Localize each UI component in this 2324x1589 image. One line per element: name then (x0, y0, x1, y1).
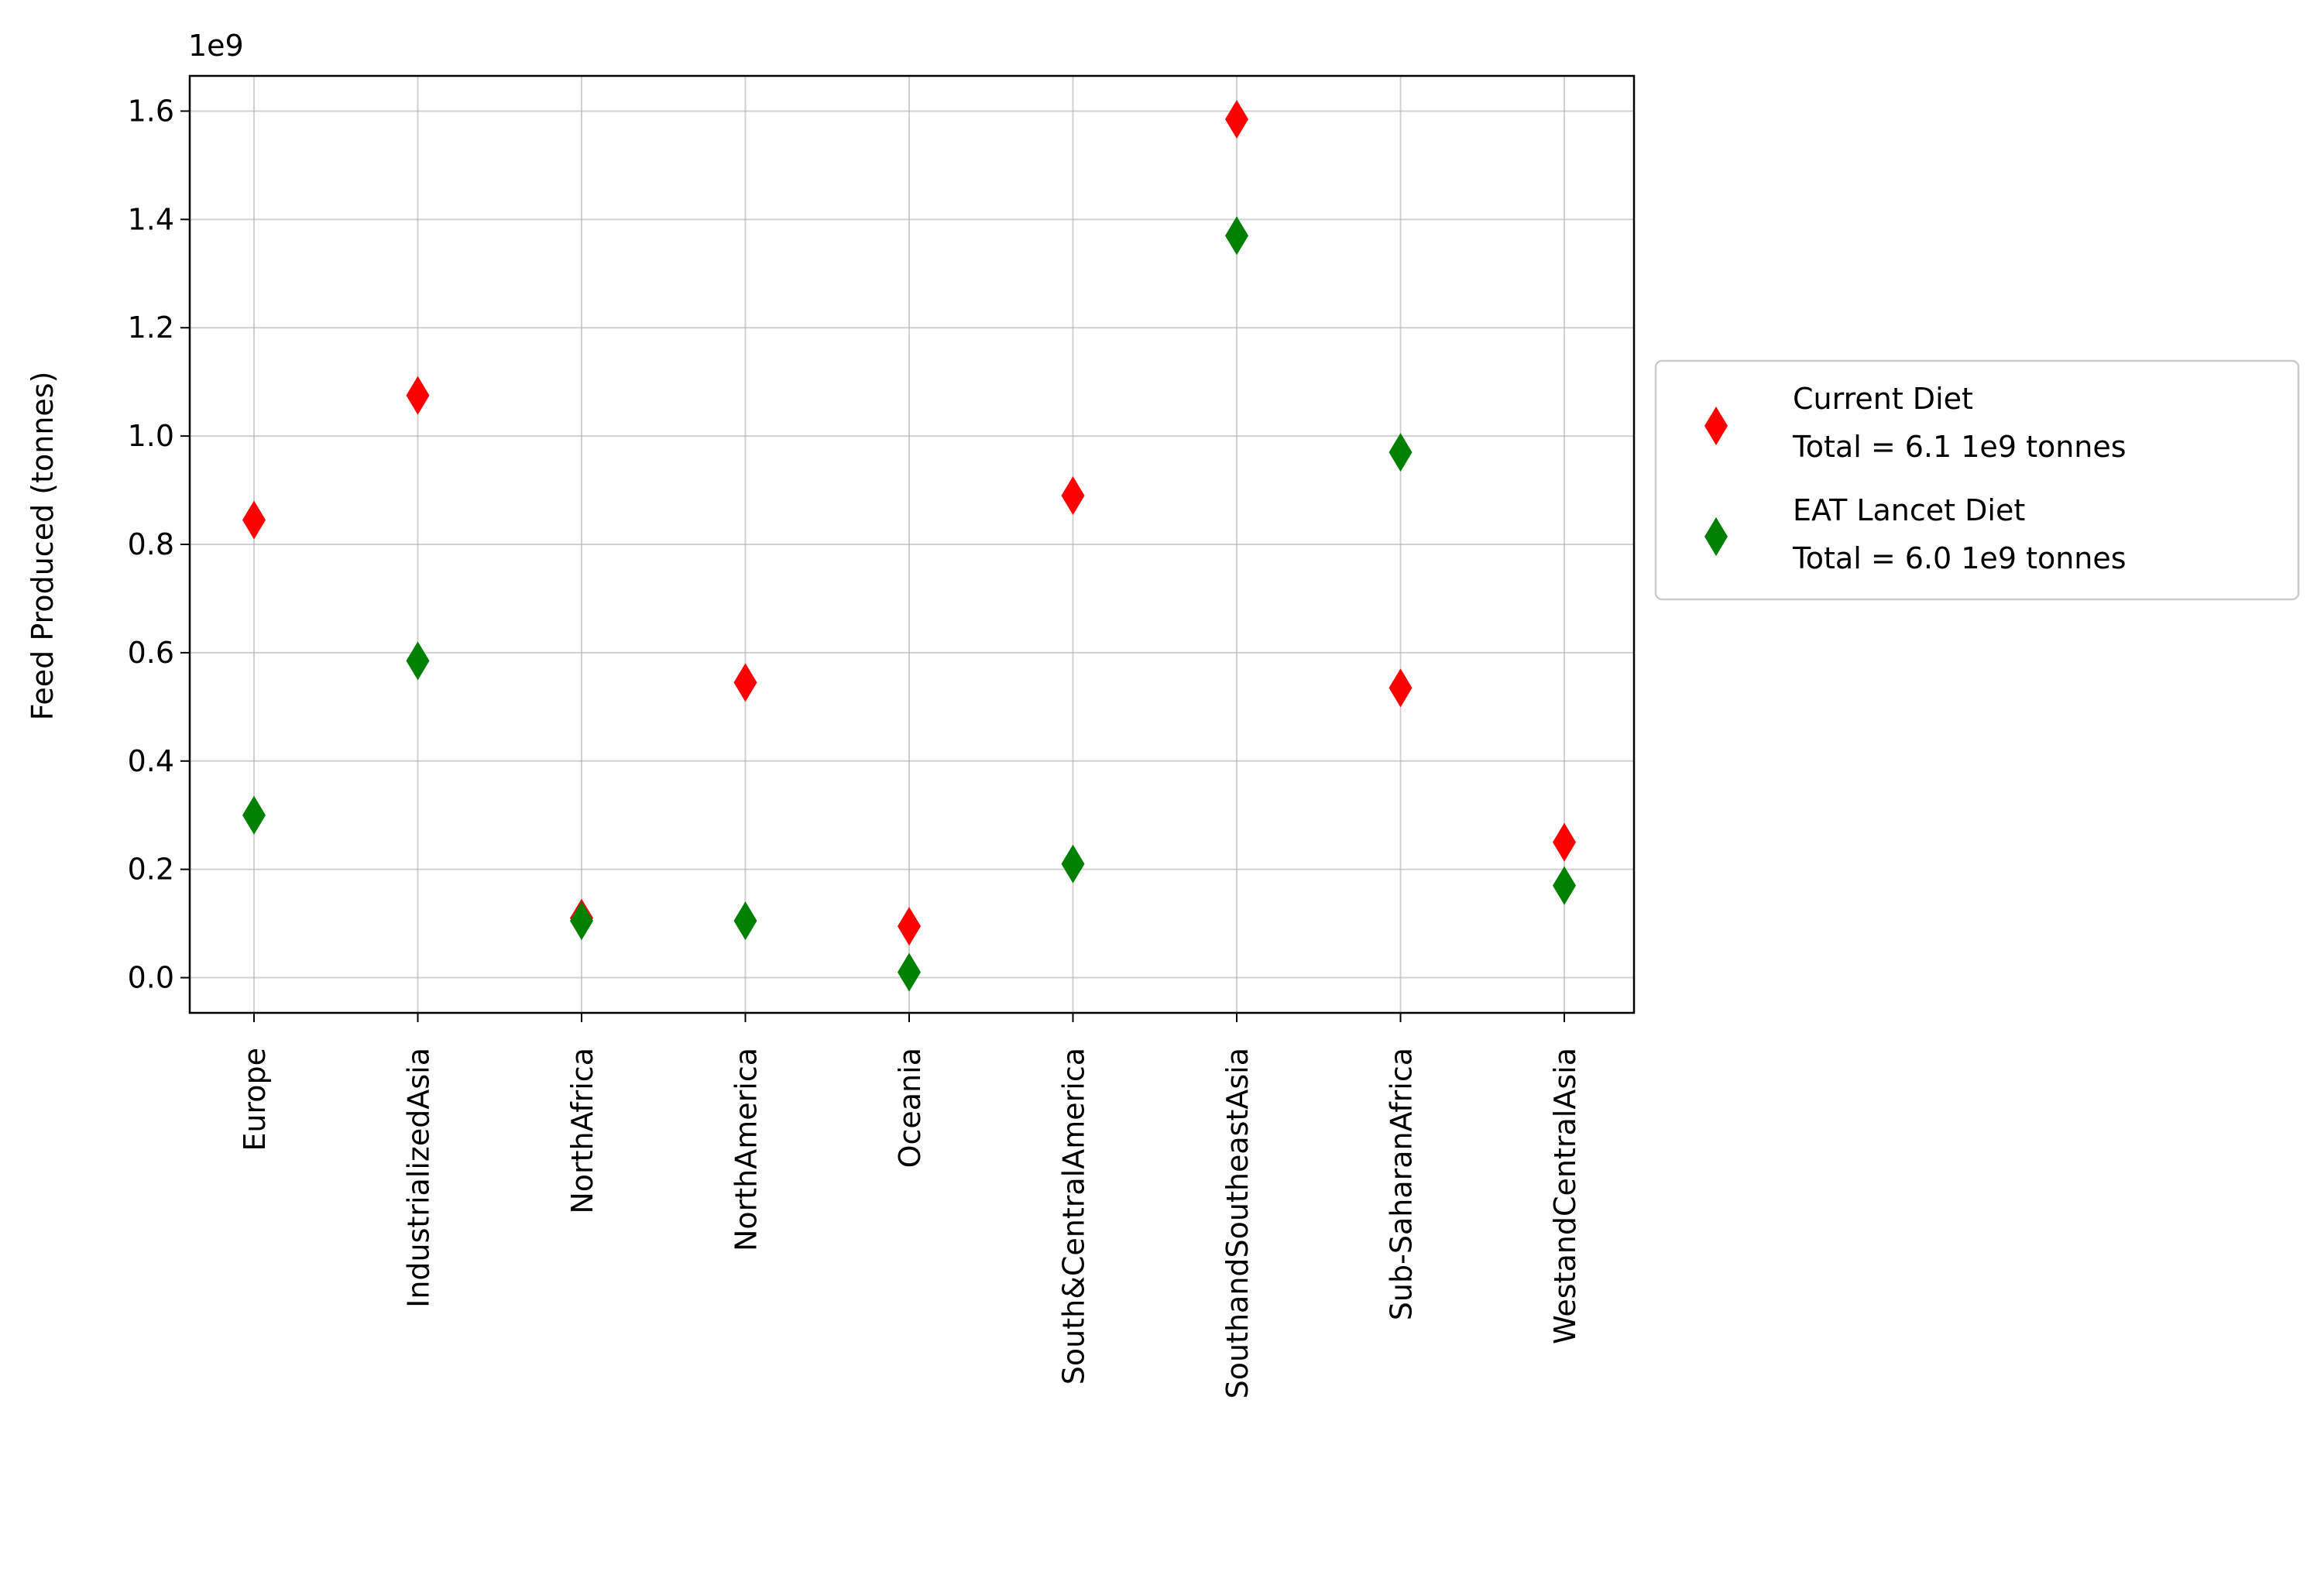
x-tick-label: South&CentralAmerica (1057, 1048, 1091, 1385)
y-axis-label: Feed Produced (tonnes) (26, 372, 60, 721)
data-point-current (1061, 476, 1085, 516)
x-tick-label: WestandCentralAsia (1548, 1048, 1582, 1344)
y-tick-label: 0.6 (128, 636, 174, 670)
data-point-current (1225, 99, 1248, 139)
legend-marker (1704, 517, 1728, 556)
y-offset-label: 1e9 (188, 29, 244, 63)
legend-label: Total = 6.0 1e9 tonnes (1792, 541, 2127, 575)
x-tick-label: Oceania (893, 1048, 927, 1168)
data-point-eat-lancet (733, 901, 757, 941)
x-tick-label: NorthAfrica (565, 1048, 599, 1214)
legend-box (1654, 359, 2300, 601)
data-point-current (1389, 668, 1413, 708)
data-point-eat-lancet (242, 795, 266, 835)
data-point-current (242, 500, 266, 540)
y-tick-label: 0.4 (128, 744, 174, 778)
y-tick-label: 1.4 (128, 202, 174, 236)
plot-frame (188, 74, 1636, 1014)
data-point-current (898, 907, 921, 946)
data-point-eat-lancet (898, 952, 921, 992)
axes-layer: 0.0 0.2 0.4 0.6 0.8 1.0 1.2 1.4 1.6 Europe Industr… (128, 74, 1636, 1399)
data-point-eat-lancet (406, 641, 430, 681)
y-tick-label: 0.8 (128, 527, 174, 561)
y-tick-label: 0.2 (128, 853, 174, 887)
data-point-current (733, 663, 757, 702)
x-tick-label: IndustrializedAsia (402, 1048, 436, 1308)
x-tick-label: Sub-SaharanAfrica (1385, 1048, 1419, 1320)
x-tick-label: Europe (238, 1048, 272, 1151)
legend: Current Diet Total = 6.1 1e9 tonnes EAT La… (1654, 359, 2300, 601)
data-point-eat-lancet (1553, 866, 1576, 905)
data-point-current (406, 376, 430, 415)
y-tick-label: 1.0 (128, 419, 174, 453)
data-point-eat-lancet (1225, 216, 1248, 256)
y-tick-label: 1.2 (128, 311, 174, 345)
data-point-eat-lancet (1061, 844, 1085, 884)
data-point-eat-lancet (1389, 433, 1413, 472)
legend-label: Total = 6.1 1e9 tonnes (1792, 430, 2127, 464)
grid-layer (190, 76, 1634, 1013)
data-point-current (1553, 822, 1576, 862)
x-tick-label: SouthandSoutheastAsia (1220, 1048, 1255, 1399)
legend-label: EAT Lancet Diet (1793, 493, 2025, 527)
legend-label: Current Diet (1793, 382, 1973, 416)
marks-layer (242, 99, 1576, 992)
data-point-eat-lancet (570, 901, 593, 941)
y-tick-label: 0.0 (128, 961, 174, 995)
legend-marker (1704, 407, 1728, 445)
y-tick-label: 1.6 (128, 94, 174, 128)
x-tick-label: NorthAmerica (729, 1048, 764, 1251)
